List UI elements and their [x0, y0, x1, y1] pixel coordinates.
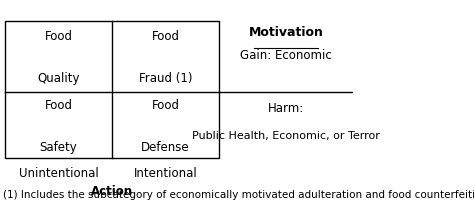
Bar [5, 21, 219, 158]
Text: Food

Quality: Food Quality [37, 30, 80, 85]
Text: Food

Safety: Food Safety [40, 98, 77, 153]
Text: Food

Defense: Food Defense [141, 98, 190, 153]
Text: Harm:: Harm: [268, 101, 304, 114]
Text: Food

Fraud (1): Food Fraud (1) [139, 30, 192, 85]
Text: Motivation: Motivation [248, 26, 323, 39]
Text: Unintentional: Unintentional [18, 166, 99, 179]
Text: Intentional: Intentional [134, 166, 198, 179]
Text: (1) Includes the subcategory of economically motivated adulteration and food cou: (1) Includes the subcategory of economic… [3, 189, 474, 198]
Text: Action: Action [91, 184, 133, 197]
Text: Gain: Economic: Gain: Economic [240, 49, 332, 62]
Text: Public Health, Economic, or Terror: Public Health, Economic, or Terror [192, 131, 380, 141]
